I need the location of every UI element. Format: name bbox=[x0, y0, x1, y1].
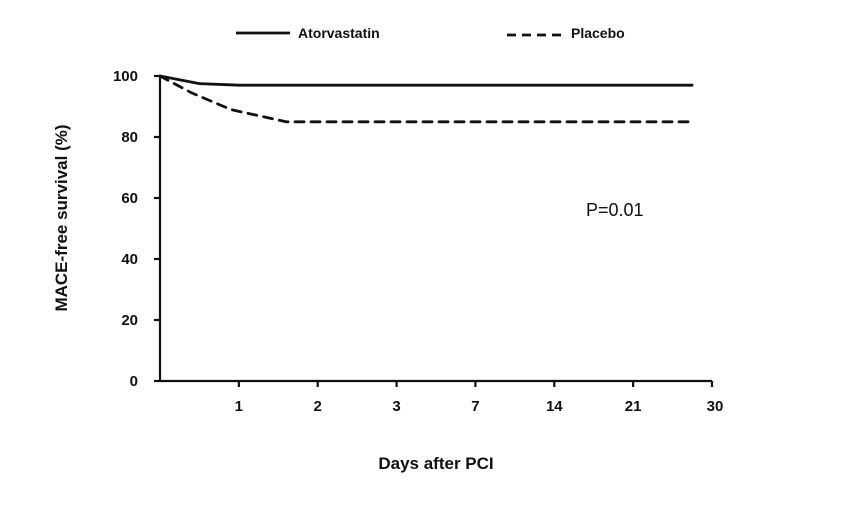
x-axis-ticks: 1 2 3 7 14 21 30 bbox=[235, 381, 724, 415]
x-tick-label: 30 bbox=[707, 398, 724, 415]
x-tick-label: 7 bbox=[471, 398, 479, 415]
x-tick-label: 2 bbox=[314, 398, 322, 415]
y-tick-label: 80 bbox=[121, 129, 138, 146]
y-tick-label: 0 bbox=[130, 373, 138, 390]
legend-label-placebo: Placebo bbox=[571, 25, 625, 41]
y-axis-ticks: 0 20 40 60 80 100 bbox=[113, 68, 160, 390]
y-tick-label: 60 bbox=[121, 190, 138, 207]
legend-label-atorvastatin: Atorvastatin bbox=[298, 25, 380, 41]
y-tick-label: 40 bbox=[121, 251, 138, 268]
series-lines bbox=[158, 74, 694, 124]
series-line-placebo bbox=[158, 74, 694, 124]
legend: Atorvastatin Placebo bbox=[236, 25, 625, 41]
p-value-annotation: P=0.01 bbox=[586, 200, 644, 220]
x-tick-label: 14 bbox=[546, 398, 563, 415]
y-tick-label: 100 bbox=[113, 68, 138, 85]
x-tick-label: 3 bbox=[392, 398, 400, 415]
x-tick-label: 1 bbox=[235, 398, 243, 415]
y-tick-label: 20 bbox=[121, 312, 138, 329]
x-tick-label: 21 bbox=[625, 398, 642, 415]
x-axis-title: Days after PCI bbox=[378, 454, 493, 473]
y-axis-title: MACE-free survival (%) bbox=[52, 124, 71, 311]
series-line-atorvastatin bbox=[158, 74, 694, 87]
